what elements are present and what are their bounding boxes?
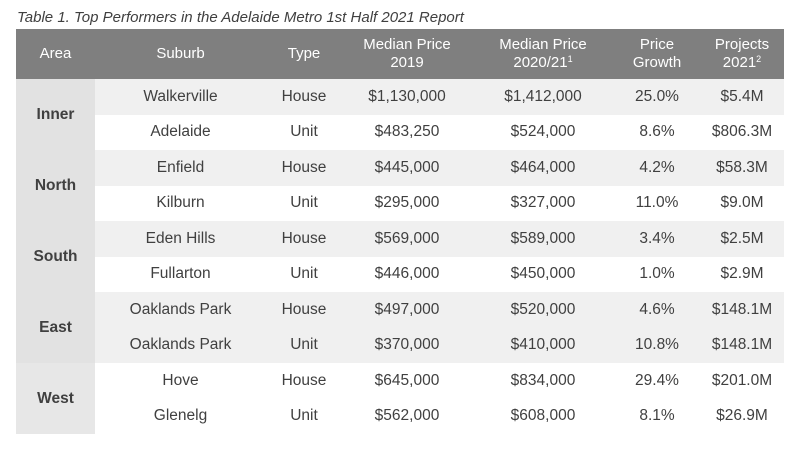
growth-cell: 10.8% [614, 327, 700, 363]
suburb-cell: Fullarton [150, 265, 211, 283]
growth-cell: 4.6% [614, 292, 700, 328]
type-cell: House [266, 150, 342, 186]
suburb-cell: Kilburn [156, 194, 205, 212]
growth-cell: 8.6% [639, 123, 675, 141]
suburb-cell: Eden Hills [95, 221, 266, 257]
table-row: Kilburn Unit $295,000 $327,000 11.0% $9.… [16, 186, 784, 222]
growth-cell: 29.4% [635, 371, 679, 389]
suburb-cell: Enfield [95, 150, 266, 186]
header-type: Type [266, 29, 342, 79]
type-cell: Unit [290, 123, 318, 141]
table-body: Inner Walkerville House $1,130,000 $1,41… [16, 79, 784, 434]
growth-cell: 11.0% [635, 194, 679, 212]
median-2020-21-cell: $410,000 [472, 327, 614, 363]
header-area: Area [16, 29, 95, 79]
median-2019-cell: $446,000 [374, 265, 440, 283]
growth-cell: 8.1% [639, 407, 675, 425]
suburb-cell: Adelaide [150, 123, 211, 141]
table-row: Fullarton Unit $446,000 $450,000 1.0% $2… [16, 257, 784, 293]
projects-cell: $5.4M [700, 79, 784, 115]
area-cell: West [16, 363, 95, 434]
header-median-2020-21: Median Price 2020/211 [472, 29, 614, 79]
area-cell: East [16, 292, 95, 363]
growth-cell: 3.4% [614, 221, 700, 257]
median-2020-21-cell: $524,000 [510, 123, 576, 141]
area-cell: Inner [16, 79, 95, 150]
median-2019-cell: $483,250 [374, 123, 440, 141]
footnote-marker-1: 1 [567, 54, 573, 64]
growth-cell: 25.0% [614, 79, 700, 115]
median-2019-cell: $497,000 [342, 292, 472, 328]
median-2020-21-cell: $608,000 [510, 407, 576, 425]
projects-cell: $806.3M [711, 123, 773, 141]
type-cell: House [266, 221, 342, 257]
area-cell: North [16, 150, 95, 221]
median-2019-cell: $445,000 [342, 150, 472, 186]
median-2019-cell: $562,000 [374, 407, 440, 425]
median-2020-21-cell: $450,000 [510, 265, 576, 283]
header-suburb: Suburb [95, 29, 266, 79]
footnote-marker-2: 2 [756, 54, 762, 64]
median-2019-cell: $1,130,000 [342, 79, 472, 115]
type-cell: Unit [266, 327, 342, 363]
projects-cell: $148.1M [700, 292, 784, 328]
median-2019-cell: $295,000 [374, 194, 440, 212]
header-price-growth: Price Growth [614, 29, 700, 79]
table-caption: Table 1. Top Performers in the Adelaide … [17, 9, 464, 26]
median-2019-cell: $569,000 [342, 221, 472, 257]
projects-cell: $2.5M [700, 221, 784, 257]
median-2020-21-cell: $1,412,000 [472, 79, 614, 115]
type-cell: House [266, 79, 342, 115]
suburb-cell: Oaklands Park [95, 292, 266, 328]
table-row: Oaklands Park Unit $370,000 $410,000 10.… [16, 327, 784, 363]
projects-cell: $26.9M [716, 407, 768, 425]
suburb-cell: Walkerville [95, 79, 266, 115]
table-row: East Oaklands Park House $497,000 $520,0… [16, 292, 784, 363]
projects-cell: $2.9M [720, 265, 764, 283]
median-2020-21-cell: $520,000 [472, 292, 614, 328]
type-cell: Unit [290, 407, 318, 425]
projects-cell: $58.3M [700, 150, 784, 186]
median-2020-21-cell: $834,000 [510, 371, 576, 389]
median-2020-21-cell: $327,000 [510, 194, 576, 212]
type-cell: Unit [290, 265, 318, 283]
projects-cell: $201.0M [711, 371, 773, 389]
table-row: West Hove House $645,000 $834,000 29.4% … [16, 363, 784, 434]
table-row: Glenelg Unit $562,000 $608,000 8.1% $26.… [16, 399, 784, 435]
header-row: Area Suburb Type Median Price 2019 Media… [16, 29, 784, 79]
table-header: Area Suburb Type Median Price 2019 Media… [16, 29, 784, 79]
header-projects-2021: Projects 20212 [700, 29, 784, 79]
type-cell: Unit [290, 194, 318, 212]
type-cell: House [281, 371, 327, 389]
median-2020-21-cell: $589,000 [472, 221, 614, 257]
median-2020-21-cell: $464,000 [472, 150, 614, 186]
table-row: Adelaide Unit $483,250 $524,000 8.6% $80… [16, 115, 784, 151]
growth-cell: 4.2% [614, 150, 700, 186]
suburb-cell: Glenelg [153, 407, 208, 425]
growth-cell: 1.0% [639, 265, 675, 283]
median-2019-cell: $645,000 [374, 371, 440, 389]
suburb-cell: Hove [162, 371, 199, 389]
projects-cell: $148.1M [700, 327, 784, 363]
table-row: North Enfield House $445,000 $464,000 4.… [16, 150, 784, 221]
median-2019-cell: $370,000 [342, 327, 472, 363]
header-median-2020-21-label: Median Price 2020/21 [499, 36, 587, 71]
table-row: Inner Walkerville House $1,130,000 $1,41… [16, 79, 784, 150]
header-median-2019: Median Price 2019 [342, 29, 472, 79]
suburb-cell: Oaklands Park [95, 327, 266, 363]
area-cell: South [16, 221, 95, 292]
header-projects-2021-label: Projects 2021 [714, 36, 770, 71]
table-row: South Eden Hills House $569,000 $589,000… [16, 221, 784, 292]
projects-cell: $9.0M [720, 194, 764, 212]
type-cell: House [266, 292, 342, 328]
top-performers-table: Area Suburb Type Median Price 2019 Media… [16, 29, 784, 434]
